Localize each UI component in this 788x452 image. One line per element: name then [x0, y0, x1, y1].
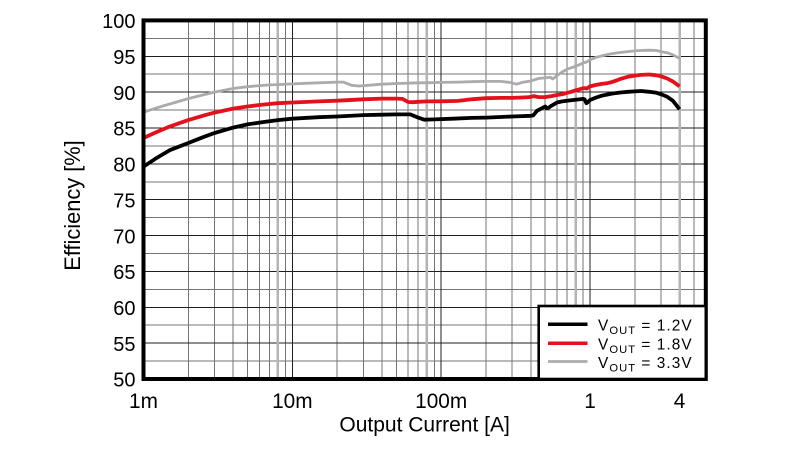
svg-text:1: 1: [584, 390, 596, 413]
svg-text:Output Current [A]: Output Current [A]: [339, 413, 509, 436]
svg-text:Efficiency [%]: Efficiency [%]: [60, 140, 85, 270]
svg-text:4: 4: [674, 390, 686, 413]
svg-text:VOUT = 1.2V: VOUT = 1.2V: [598, 317, 693, 336]
svg-text:70: 70: [113, 226, 135, 248]
svg-text:100m: 100m: [415, 390, 467, 413]
svg-text:55: 55: [113, 334, 135, 356]
svg-text:100: 100: [102, 11, 135, 33]
svg-text:10m: 10m: [272, 390, 312, 413]
svg-text:50: 50: [113, 370, 135, 392]
svg-text:60: 60: [113, 298, 135, 320]
svg-text:65: 65: [113, 262, 135, 284]
svg-text:1m: 1m: [129, 390, 158, 413]
svg-text:90: 90: [113, 83, 135, 105]
svg-text:80: 80: [113, 155, 135, 177]
svg-text:75: 75: [113, 190, 135, 212]
svg-text:VOUT = 3.3V: VOUT = 3.3V: [598, 355, 693, 374]
svg-text:95: 95: [113, 47, 135, 69]
svg-text:85: 85: [113, 119, 135, 141]
